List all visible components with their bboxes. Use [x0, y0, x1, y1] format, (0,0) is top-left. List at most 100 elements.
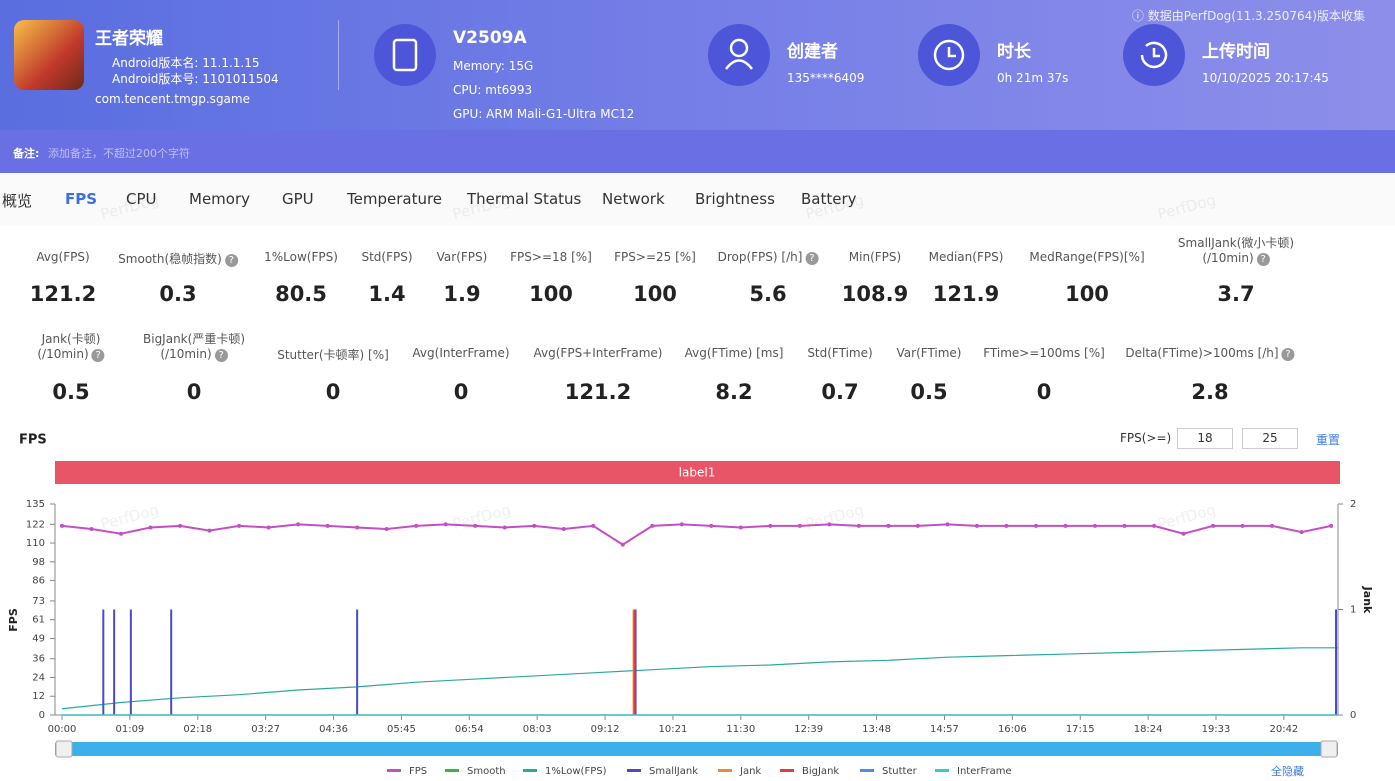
point: [207, 528, 212, 533]
upload-time: 10/10/2025 20:17:45: [1202, 71, 1329, 85]
help-icon[interactable]: ?: [805, 252, 819, 265]
metric-label: Avg(FTime) [ms]: [684, 346, 784, 360]
point: [384, 527, 389, 532]
icon: [933, 39, 965, 71]
tab[interactable]: Memory: [189, 190, 251, 208]
point: [591, 523, 596, 528]
help-icon[interactable]: ?: [1256, 253, 1270, 266]
note-label: 备注:: [13, 147, 40, 160]
point: [1092, 523, 1097, 528]
legend-swatch[interactable]: [523, 769, 537, 772]
help-icon[interactable]: ?: [214, 349, 228, 362]
legend-swatch[interactable]: [935, 769, 949, 772]
icon-shape: [1152, 48, 1160, 58]
metric-label: FTime>=100ms [%]: [983, 346, 1105, 360]
help-icon[interactable]: ?: [224, 254, 238, 267]
metric-label: Var(FPS): [436, 250, 488, 264]
point: [709, 523, 714, 528]
tab[interactable]: Brightness: [695, 190, 775, 208]
metric-value: 0: [1036, 380, 1052, 404]
y-tick-label: 86: [32, 576, 45, 587]
legend-label[interactable]: Jank: [739, 766, 761, 777]
point: [856, 523, 861, 528]
point: [502, 525, 507, 530]
point: [1181, 531, 1186, 536]
legend-label[interactable]: Stutter: [882, 766, 918, 777]
point: [1122, 523, 1127, 528]
tab[interactable]: 概览: [2, 192, 33, 210]
point: [915, 523, 920, 528]
legend-label[interactable]: 1%Low(FPS): [545, 766, 607, 777]
help-icon[interactable]: ?: [91, 349, 105, 362]
tab[interactable]: GPU: [282, 190, 314, 208]
point: [148, 525, 153, 530]
package: com.tencent.tmgp.sgame: [95, 92, 250, 106]
tab[interactable]: Thermal Status: [467, 190, 582, 208]
x-tick-label: 10:21: [659, 724, 688, 735]
point: [1211, 523, 1216, 528]
x-tick-label: 13:48: [862, 724, 891, 735]
legend-swatch[interactable]: [445, 769, 459, 772]
y-tick-label: 122: [26, 519, 45, 530]
legend-swatch[interactable]: [387, 769, 401, 772]
hide-all-button[interactable]: 全隐藏: [1271, 765, 1304, 778]
point: [797, 523, 802, 528]
metric-label: Avg(FPS): [36, 250, 90, 264]
icon: [1140, 41, 1168, 69]
x-tick-label: 03:27: [251, 724, 280, 735]
help-icon[interactable]: ?: [1281, 348, 1295, 361]
legend-label[interactable]: FPS: [409, 766, 427, 777]
legend-label[interactable]: SmallJank: [649, 766, 698, 777]
header: 王者荣耀 Android版本名: 11.1.1.15 Android版本号: 1…: [0, 0, 1395, 130]
y-tick-label: 110: [26, 538, 45, 549]
metric-label: Delta(FTime)>100ms [/h]?: [1125, 346, 1295, 361]
metric-label: Std(FPS): [361, 250, 413, 264]
point: [443, 522, 448, 527]
legend-label[interactable]: Smooth: [467, 766, 506, 777]
icon-shape: [392, 38, 418, 72]
legend-label[interactable]: InterFrame: [957, 766, 1012, 777]
legend-label[interactable]: BigJank: [802, 766, 839, 777]
threshold-input[interactable]: 25: [1242, 428, 1298, 449]
legend-swatch[interactable]: [780, 769, 794, 772]
icon: [725, 38, 753, 70]
tab[interactable]: Network: [602, 190, 665, 208]
reset-button[interactable]: 重置: [1316, 433, 1341, 447]
x-tick-label: 12:39: [794, 724, 823, 735]
point: [1299, 530, 1304, 535]
source-note: ⓘ 数据由PerfDog(11.3.250764)版本收集: [1131, 9, 1365, 23]
metric-value: 100: [529, 282, 573, 306]
scroll-handle[interactable]: [55, 740, 73, 758]
scrollbar[interactable]: [55, 742, 1338, 756]
legend-swatch[interactable]: [860, 769, 874, 772]
icon-shape: [947, 47, 956, 58]
legend-swatch[interactable]: [718, 769, 732, 772]
metric-label: Smooth(稳帧指数)?: [118, 250, 238, 267]
legend-swatch[interactable]: [627, 769, 641, 772]
tab[interactable]: Temperature: [347, 190, 443, 208]
x-tick-label: 17:15: [1066, 724, 1095, 735]
metric-label: Std(FTime): [807, 346, 873, 360]
metric-label: SmallJank(微小卡顿) (/10min)?: [1177, 236, 1295, 266]
y2-tick-label: 0: [1350, 710, 1356, 721]
tab[interactable]: Battery: [801, 190, 857, 208]
creator: 135****6409: [787, 71, 865, 85]
tab[interactable]: CPU: [126, 190, 157, 208]
metric-label: MedRange(FPS)[%]: [1029, 250, 1145, 264]
device: V2509A: [453, 28, 527, 48]
metric-value: 5.6: [749, 282, 787, 306]
metric-label: FPS>=18 [%]: [510, 250, 592, 264]
upload-label: 上传时间: [1202, 42, 1270, 62]
note-input[interactable]: 添加备注，不超过200个字符: [48, 147, 190, 160]
threshold-input[interactable]: 18: [1177, 428, 1233, 449]
scroll-handle[interactable]: [1320, 740, 1338, 758]
tab[interactable]: FPS: [65, 190, 98, 208]
metric-value: 108.9: [841, 282, 909, 306]
metric-label: BigJank(严重卡顿) (/10min)?: [143, 332, 245, 362]
metric-label: Avg(InterFrame): [412, 346, 510, 360]
metric-value: 0.5: [52, 380, 90, 404]
x-tick-label: 09:12: [591, 724, 620, 735]
point: [1240, 523, 1245, 528]
metric-value: 0: [453, 380, 469, 404]
